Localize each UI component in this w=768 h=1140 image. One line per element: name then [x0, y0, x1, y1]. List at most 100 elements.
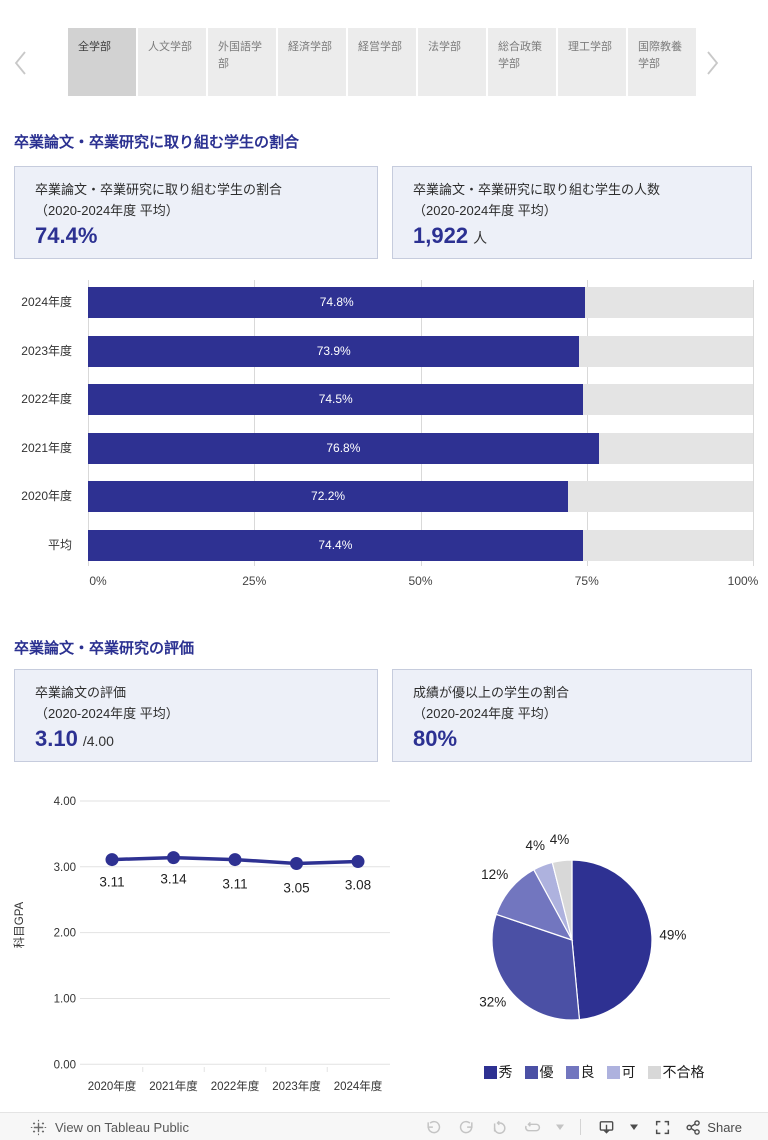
section-title-evaluation: 卒業論文・卒業研究の評価 — [14, 640, 195, 657]
faculty-tab-3[interactable]: 経済学部 — [278, 28, 346, 96]
bar-gridline — [420, 280, 422, 566]
bar-track: 74.4% — [88, 529, 753, 561]
kpi-sublabel: （2020-2024年度 平均） — [35, 203, 179, 218]
redo-button[interactable] — [456, 1117, 476, 1137]
bar-3[interactable]: 76.8% — [88, 432, 599, 464]
bar-value-label: 72.2% — [311, 489, 346, 503]
tableau-toolbar: View on Tableau Public — [0, 1112, 768, 1140]
kpi-label: 卒業論文・卒業研究に取り組む学生の人数 — [413, 182, 661, 197]
download-menu-caret[interactable] — [629, 1117, 639, 1137]
bar-value-label: 74.8% — [319, 295, 354, 309]
legend-swatch — [606, 1065, 620, 1079]
share-label: Share — [707, 1119, 742, 1135]
faculty-tab-7[interactable]: 理工学部 — [558, 28, 626, 96]
fullscreen-button[interactable] — [652, 1117, 672, 1137]
pie-slice-2[interactable] — [495, 868, 574, 942]
gpa-point-2[interactable] — [228, 853, 242, 867]
refresh-menu-caret[interactable] — [555, 1117, 565, 1137]
line-y-tick-label: 2.00 — [54, 928, 76, 940]
gpa-point-1[interactable] — [167, 851, 180, 865]
line-y-tick-label: 1.00 — [54, 993, 76, 1005]
legend-item-4[interactable]: 不合格 — [647, 1062, 705, 1082]
bar-track: 76.8% — [88, 432, 753, 464]
legend-swatch — [647, 1065, 661, 1079]
fullscreen-icon — [655, 1120, 669, 1134]
share-icon — [686, 1119, 701, 1135]
kpi-card-participation-rate: 卒業論文・卒業研究に取り組む学生の割合 （2020-2024年度 平均） 74.… — [14, 166, 378, 259]
revert-icon — [493, 1120, 506, 1134]
download-icon — [599, 1120, 614, 1134]
share-button[interactable]: Share — [685, 1119, 742, 1136]
line-x-tick-label: 2020年度 — [88, 1079, 137, 1093]
faculty-tab-2[interactable]: 外国語学部 — [208, 28, 276, 96]
bar-4[interactable]: 72.2% — [88, 481, 569, 512]
faculty-tab-6[interactable]: 総合政策学部 — [488, 28, 556, 96]
revert-button[interactable] — [489, 1117, 509, 1137]
view-on-tableau-public-link[interactable]: View on Tableau Public — [30, 1119, 189, 1136]
pie-value-label: 49% — [659, 927, 686, 942]
chevron-right-icon — [707, 51, 719, 75]
pie-slice-1[interactable] — [491, 913, 581, 1021]
gpa-point-3[interactable] — [290, 857, 303, 871]
bar-category-label: 2021年度 — [21, 440, 72, 455]
download-button[interactable] — [596, 1117, 616, 1137]
bar-x-tick-label: 50% — [408, 574, 433, 588]
line-y-tick-label: 3.00 — [54, 862, 76, 874]
bar-x-tick-label: 0% — [89, 574, 107, 588]
bar-1[interactable]: 73.9% — [88, 335, 580, 367]
legend-label: 秀 — [498, 1064, 513, 1080]
faculty-tabs: 全学部 人文学部 外国語学部 経済学部 経営学部 法学部 総合政策学部 理工学部 国際教養学部 — [68, 28, 698, 96]
tabs-scroll-left-button[interactable] — [8, 46, 34, 80]
pie-slice-4[interactable] — [551, 859, 573, 941]
grade-pie-chart: 49% 32% 12% 4% 4% — [479, 832, 686, 1021]
tabs-scroll-right-button[interactable] — [699, 46, 725, 80]
bar-x-tick-label: 100% — [727, 574, 759, 588]
bar-value-label: 76.8% — [326, 440, 361, 455]
faculty-tab-0[interactable]: 全学部 — [68, 28, 136, 96]
kpi-unit: /4.00 — [82, 733, 114, 749]
gpa-value-label: 3.08 — [345, 878, 371, 893]
bar-track: 74.8% — [88, 287, 753, 318]
bar-value-label: 73.9% — [316, 343, 351, 358]
refresh-button[interactable] — [522, 1117, 542, 1137]
legend-item-2[interactable]: 良 — [565, 1062, 595, 1082]
pie-value-label: 32% — [479, 995, 506, 1010]
bar-x-tick-label: 25% — [242, 574, 267, 588]
kpi-value: 74.4% — [35, 223, 98, 248]
faculty-tab-5[interactable]: 法学部 — [418, 28, 486, 96]
caret-down-icon — [556, 1124, 565, 1130]
legend-swatch — [565, 1065, 579, 1079]
gpa-value-label: 3.11 — [99, 875, 124, 890]
gpa-point-4[interactable] — [351, 855, 365, 869]
grade-legend: 秀 優 良 可 不合格 — [420, 1062, 768, 1082]
bar-2[interactable]: 74.5% — [88, 384, 584, 415]
chevron-left-icon — [14, 51, 26, 75]
line-x-tick-label: 2021年度 — [149, 1079, 198, 1093]
caret-down-icon — [630, 1124, 639, 1130]
legend-item-0[interactable]: 秀 — [483, 1062, 513, 1082]
tableau-logo-icon — [30, 1119, 47, 1135]
pie-slice-0[interactable] — [571, 859, 653, 1021]
line-x-tick-label: 2022年度 — [211, 1079, 260, 1093]
bar-category-label: 2024年度 — [21, 295, 72, 309]
legend-label: 不合格 — [662, 1064, 705, 1080]
kpi-label: 成績が優以上の学生の割合 — [413, 685, 570, 700]
faculty-tab-8[interactable]: 国際教養学部 — [628, 28, 696, 96]
gpa-value-label: 3.14 — [160, 872, 187, 887]
bar-track: 72.2% — [88, 481, 753, 512]
bar-0[interactable]: 74.8% — [88, 287, 586, 318]
line-x-tick-label: 2024年度 — [334, 1079, 383, 1093]
legend-item-1[interactable]: 優 — [524, 1062, 554, 1082]
gpa-point-0[interactable] — [105, 853, 119, 867]
legend-item-3[interactable]: 可 — [606, 1062, 636, 1082]
undo-button[interactable] — [423, 1117, 443, 1137]
kpi-label: 卒業論文の評価 — [35, 685, 127, 700]
undo-icon — [427, 1120, 440, 1133]
bar-gridline — [254, 280, 256, 566]
faculty-tab-4[interactable]: 経営学部 — [348, 28, 416, 96]
line-x-tick-label: 2023年度 — [272, 1079, 321, 1093]
faculty-tab-1[interactable]: 人文学部 — [138, 28, 206, 96]
bar-5[interactable]: 74.4% — [88, 529, 583, 561]
kpi-value: 80% — [413, 726, 458, 751]
